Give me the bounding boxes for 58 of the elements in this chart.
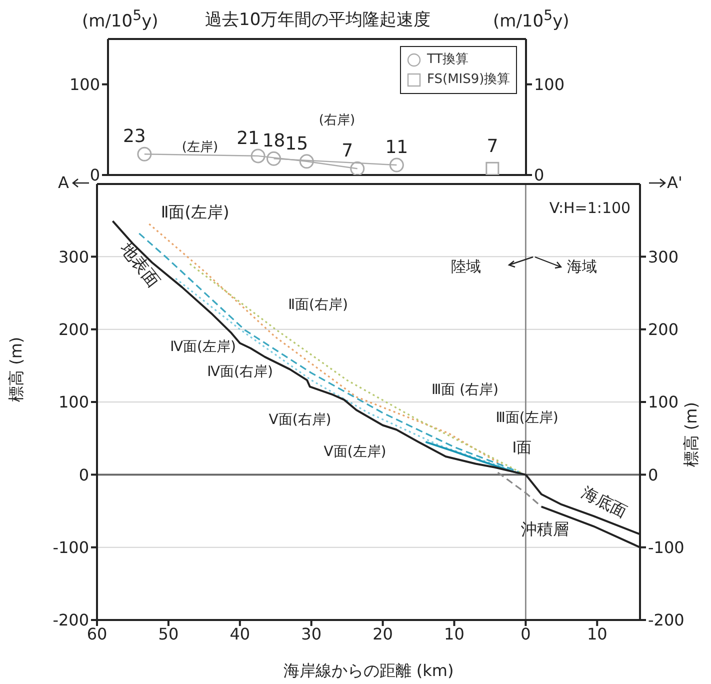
y2-axis-title: 標高 (m) [682, 402, 701, 468]
y-axis-title: 標高 (m) [6, 336, 26, 402]
y-tick-label: -200 [52, 610, 89, 630]
annotation: Ⅱ面(左岸) [160, 202, 230, 224]
annotation: 海域 [567, 258, 597, 276]
annotation: Ⅰ面 [512, 438, 532, 458]
data-label: 11 [385, 137, 408, 158]
x-tick-label: 30 [301, 624, 322, 644]
text: A' [667, 173, 682, 192]
y2-tick-label: 100 [648, 392, 679, 412]
y-tick-label: 0 [90, 166, 100, 185]
data-label: 18 [262, 130, 286, 152]
annotation: (左岸) [182, 139, 218, 156]
x-axis-title: 海岸線からの距離 (km) [283, 661, 454, 680]
data-label: 23 [122, 126, 146, 148]
annotation: Ⅱ面(右岸) [288, 296, 348, 314]
data-label: 7 [486, 136, 498, 158]
legend-label: TT換算 [427, 51, 469, 69]
x-tick-label: 10 [586, 624, 608, 644]
y-tick-label: 300 [58, 247, 89, 266]
y2-tick-label: -200 [648, 610, 684, 630]
x-tick-label: 10 [444, 624, 464, 644]
x-tick-label: 40 [230, 624, 250, 644]
annotation: Ⅴ面(左岸) [324, 443, 386, 461]
y-tick-label: 100 [69, 75, 100, 94]
text: A [58, 173, 69, 192]
annotation: 海底面 [578, 482, 630, 524]
y2-tick-label: 0 [648, 465, 658, 484]
annotation: 沖積層 [521, 520, 569, 540]
annotation: 地表面 [115, 238, 164, 292]
annotation: Ⅴ面(右岸) [268, 411, 332, 429]
x-tick-label: 0 [520, 624, 531, 644]
y2-axis-title: (m/10$^{5}$y) [493, 8, 570, 32]
y2-tick-label: 100 [534, 75, 565, 94]
data-label: 21 [236, 128, 260, 149]
y2-tick-label: 0 [534, 166, 544, 185]
y-tick-label: 0 [78, 465, 89, 484]
x-tick-label: 20 [372, 624, 393, 644]
annotation: (右岸) [318, 112, 356, 129]
data-label: 7 [342, 140, 354, 162]
y2-tick-label: -100 [648, 538, 684, 558]
y-tick-label: -100 [52, 538, 89, 558]
annotation: V:H=1:100 [549, 199, 631, 217]
annotation: Ⅳ面(右岸) [207, 363, 273, 381]
x-tick-label: 60 [86, 624, 108, 644]
y-tick-label: 200 [58, 320, 89, 340]
x-tick-label: 50 [158, 624, 179, 644]
y2-tick-label: 200 [648, 320, 679, 340]
y-axis-title: (m/10$^{5}$y) [82, 8, 158, 32]
y-tick-label: 100 [58, 392, 89, 412]
annotation: Ⅲ面(左岸) [496, 409, 558, 427]
chart-title: 過去10万年間の平均隆起速度 [205, 9, 431, 31]
annotation: Ⅲ面 (右岸) [431, 381, 499, 399]
legend-label: FS(MIS9)換算 [427, 71, 510, 89]
annotation: 陸域 [451, 258, 481, 276]
y2-tick-label: 300 [648, 247, 679, 266]
annotation: Ⅳ面(左岸) [170, 338, 236, 356]
data-label: 15 [285, 133, 308, 154]
